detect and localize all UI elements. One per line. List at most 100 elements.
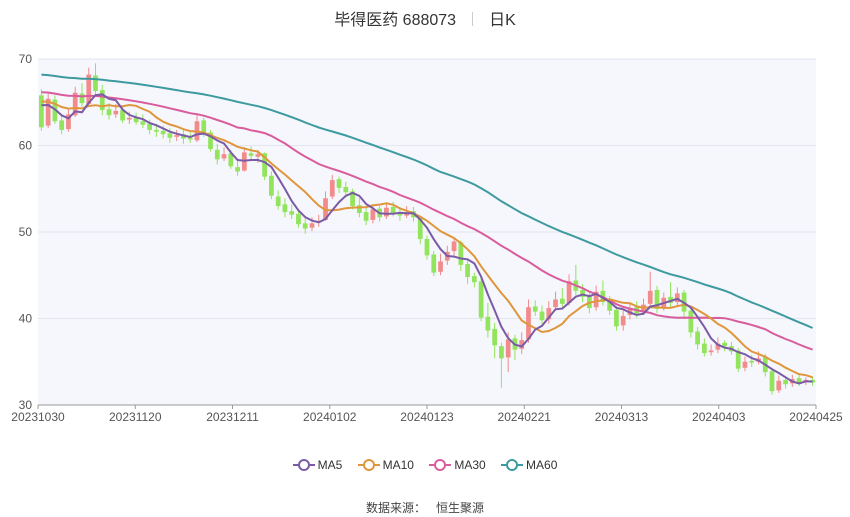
candle-body [465, 264, 470, 277]
legend-label-ma60: MA60 [526, 458, 558, 472]
y-tick-label: 60 [19, 139, 33, 153]
candle-body [336, 179, 342, 188]
title-separator [472, 12, 474, 26]
candle-body [614, 309, 619, 327]
candle-body [654, 289, 660, 309]
chart-legend: MA5 MA10 MA30 MA60 [0, 458, 850, 472]
candle-body [255, 154, 261, 157]
candle-body [471, 276, 477, 283]
legend-item-ma60[interactable]: MA60 [501, 458, 557, 472]
source-value: 恒生聚源 [436, 501, 485, 515]
data-source: 数据来源： 恒生聚源 [0, 499, 850, 516]
candle-body [126, 117, 132, 120]
candle-body [566, 281, 572, 303]
x-tick-label: 20240221 [498, 410, 552, 424]
y-tick-label: 40 [19, 312, 33, 326]
source-label: 数据来源： [365, 501, 426, 515]
x-tick-label: 20240123 [400, 410, 454, 424]
candle-body [120, 110, 125, 121]
candle-body [140, 121, 146, 125]
candle-body [309, 223, 315, 228]
legend-item-ma10[interactable]: MA10 [357, 458, 414, 472]
candle-body [647, 290, 653, 304]
candle-body [580, 289, 585, 297]
candle-body [593, 291, 599, 308]
candle-body [154, 129, 159, 132]
candle-body [302, 223, 308, 229]
candle-body [458, 242, 464, 265]
legend-item-ma30[interactable]: MA30 [429, 458, 486, 472]
candle-body [708, 350, 714, 353]
candle-body [546, 308, 552, 320]
candle-body [384, 207, 389, 217]
x-tick-label: 20231211 [206, 410, 259, 424]
candle-body [275, 196, 281, 207]
candle-body [147, 123, 152, 130]
candle-body [695, 331, 700, 345]
candle-body [553, 299, 558, 308]
candle-body [417, 217, 423, 239]
y-tick-label: 70 [19, 52, 33, 66]
candle-body [72, 92, 78, 116]
candle-body [769, 371, 775, 392]
candle-body [539, 311, 545, 321]
y-tick-label: 50 [19, 225, 33, 239]
ma30-legend-icon [429, 459, 452, 471]
candle-body [370, 209, 376, 220]
legend-item-ma5[interactable]: MA5 [292, 458, 343, 472]
ma10-legend-icon [357, 459, 380, 471]
candle-body [45, 98, 51, 126]
candle-body [174, 135, 180, 137]
candle-body [350, 191, 355, 207]
x-tick-label: 20231120 [109, 410, 162, 424]
candle-body [397, 212, 403, 216]
candle-body [262, 153, 268, 177]
x-tick-label: 20240425 [789, 410, 843, 424]
candle-body [519, 340, 525, 349]
candle-body [796, 378, 802, 383]
candle-body [735, 350, 741, 369]
ma60-legend-icon [501, 459, 524, 471]
candle-body [607, 301, 613, 311]
candle-body [106, 109, 112, 116]
candle-body [113, 110, 119, 115]
candle-body [776, 380, 782, 391]
candle-body [485, 316, 491, 331]
candle-body [133, 116, 139, 123]
candle-body [160, 130, 166, 135]
candle-body [559, 298, 565, 304]
x-tick-label: 20240313 [595, 410, 649, 424]
candle-body [93, 75, 98, 92]
legend-label-ma10: MA10 [382, 458, 414, 472]
candle-body [505, 339, 511, 358]
candle-body [187, 137, 193, 140]
ma30-line [41, 91, 813, 351]
candle-body [248, 153, 254, 156]
candle-body [221, 154, 227, 159]
candle-body [79, 93, 85, 104]
candle-body [674, 293, 680, 303]
candle-body [688, 310, 694, 333]
candle-body [282, 204, 288, 213]
candle-body [742, 361, 748, 368]
candle-body [269, 175, 274, 196]
candle-body [668, 296, 673, 303]
legend-label-ma5: MA5 [317, 458, 343, 472]
candle-body [167, 133, 173, 138]
candle-body [228, 153, 234, 167]
candle-body [810, 379, 815, 383]
candle-body [99, 90, 105, 111]
candle-body [532, 306, 538, 312]
candle-body [492, 328, 498, 346]
ma60-line [41, 73, 813, 329]
stock-name-code: 毕得医药 688073 [334, 12, 457, 29]
candle-body [431, 254, 437, 273]
candle-body [235, 167, 240, 172]
candle-body [424, 238, 430, 256]
candle-body [59, 120, 65, 130]
candle-body [214, 149, 220, 160]
candle-body [478, 281, 484, 318]
candle-body [438, 261, 443, 272]
candle-body [749, 360, 755, 363]
candle-body [66, 114, 71, 130]
